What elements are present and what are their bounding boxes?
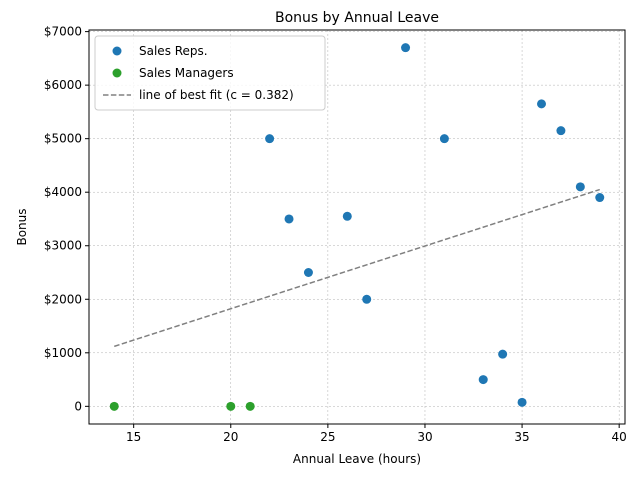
y-tick-label: $1000: [44, 346, 82, 360]
x-tick-label: 20: [223, 430, 238, 444]
y-axis-title: Bonus: [15, 208, 29, 245]
sales-reps-point: [439, 134, 449, 144]
y-tick-label: $5000: [44, 132, 82, 146]
sales-managers-point: [109, 401, 119, 411]
legend-box: [94, 35, 326, 111]
legend-marker: [112, 46, 122, 56]
x-tick-label: 35: [514, 430, 529, 444]
sales-reps-point: [401, 43, 411, 53]
sales-reps-point: [517, 397, 527, 407]
y-tick-label: $3000: [44, 239, 82, 253]
x-tick-label: 30: [417, 430, 432, 444]
sales-reps-point: [265, 134, 275, 144]
y-tick-label: $4000: [44, 185, 82, 199]
legend-label: Sales Reps.: [139, 44, 208, 58]
sales-reps-point: [556, 126, 566, 136]
y-tick-label: $2000: [44, 292, 82, 306]
sales-managers-point: [226, 401, 236, 411]
sales-reps-point: [284, 214, 294, 224]
sales-reps-point: [595, 193, 605, 203]
sales-reps-point: [303, 268, 313, 278]
sales-reps-point: [362, 294, 372, 304]
sales-reps-point: [575, 182, 585, 192]
legend-marker: [112, 68, 122, 78]
y-tick-label: $6000: [44, 78, 82, 92]
chart-title: Bonus by Annual Leave: [275, 10, 439, 26]
fit-line-layer: [114, 188, 600, 348]
y-tick-label: $7000: [44, 25, 82, 39]
x-tick-label: 40: [612, 430, 627, 444]
sales-reps-point: [536, 99, 546, 109]
x-axis-ticks: 15 20 25 30 35 40: [126, 424, 627, 444]
y-tick-label: 0: [74, 399, 82, 413]
grid-lines: [89, 30, 625, 424]
legend-label: Sales Managers: [139, 66, 234, 80]
sales-reps-point: [498, 349, 508, 359]
legend-label: line of best fit (c = 0.382): [139, 88, 294, 102]
sales-reps-point: [478, 375, 488, 385]
sales-reps-point: [342, 211, 352, 221]
y-axis-ticks: 0 $1000 $2000 $3000 $4000 $5000 $6000 $7000: [44, 25, 89, 413]
legend: Sales Reps. Sales Managers line of best fi…: [94, 35, 326, 111]
data-points: [109, 43, 605, 411]
x-axis-title: Annual Leave (hours): [293, 452, 421, 466]
best-fit-line: [114, 188, 600, 348]
plot-area-frame: [88, 29, 626, 425]
x-tick-label: 15: [126, 430, 141, 444]
x-tick-label: 25: [320, 430, 335, 444]
sales-managers-point: [245, 401, 255, 411]
